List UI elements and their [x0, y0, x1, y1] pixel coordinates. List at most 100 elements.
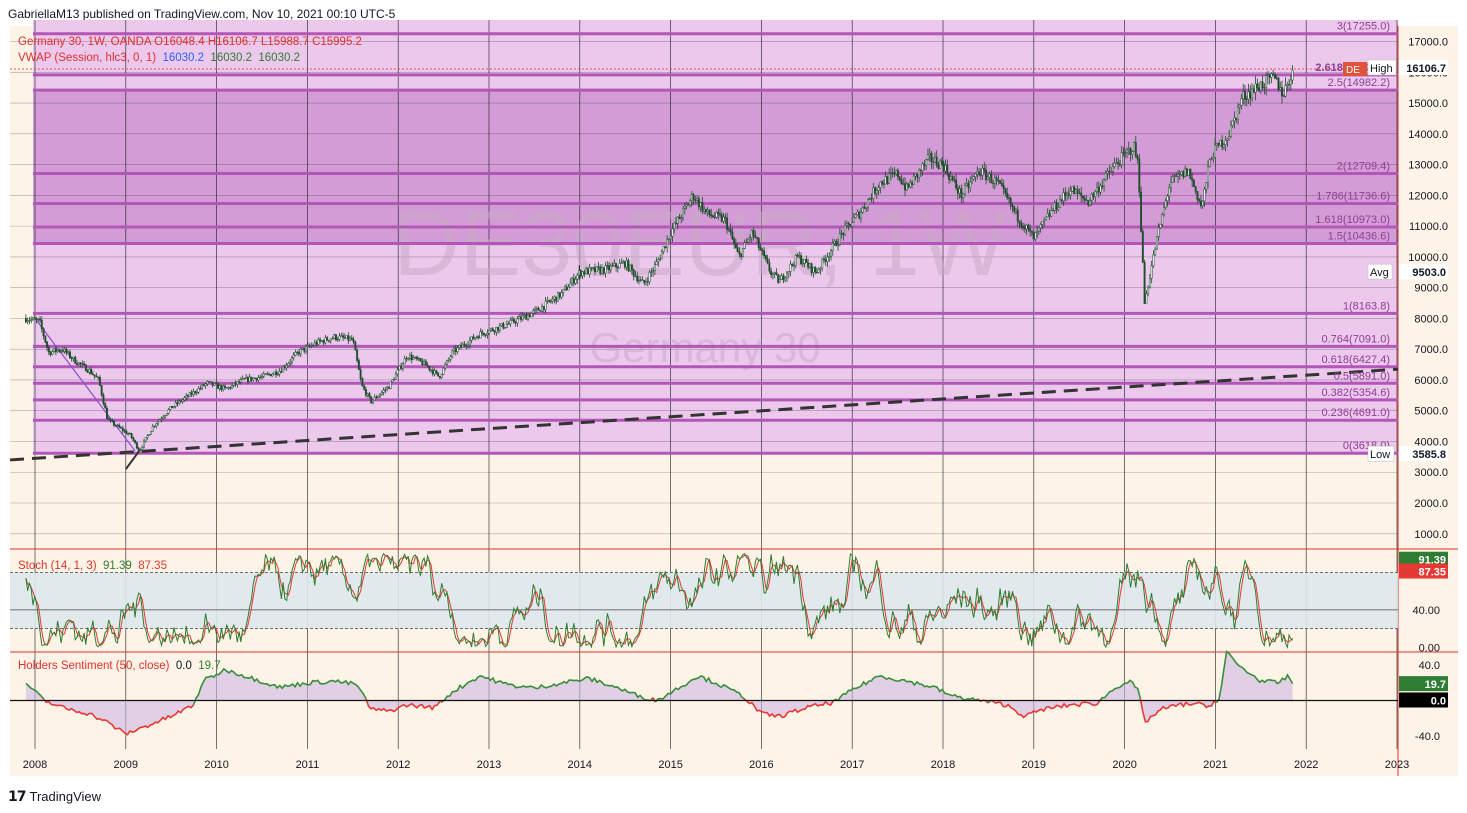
candle-body: [377, 395, 380, 398]
candle-body: [435, 370, 438, 373]
high-tag-value-box: [1399, 60, 1448, 76]
candle: [164, 414, 167, 419]
candle: [659, 254, 662, 262]
fib-band: [33, 226, 1398, 244]
candle-body: [798, 255, 801, 257]
candle: [1173, 173, 1176, 183]
candle: [662, 246, 665, 255]
candle-body: [428, 366, 431, 370]
footer-brand[interactable]: TradingView: [29, 789, 102, 804]
candle: [306, 341, 309, 348]
candle-body: [352, 339, 355, 343]
candle-body: [831, 243, 834, 252]
candle-body: [456, 347, 459, 353]
sentiment-area: [25, 651, 1293, 735]
candle-body: [586, 268, 589, 275]
candle: [978, 168, 980, 177]
candle-body: [132, 437, 135, 441]
candle-body: [412, 357, 415, 360]
candle: [1018, 220, 1021, 229]
candle-body: [111, 420, 114, 422]
candle: [86, 368, 89, 374]
year-tick-label: 2013: [477, 759, 501, 771]
candle-body: [955, 179, 958, 189]
candle-body: [97, 376, 100, 378]
candle-body: [458, 345, 461, 348]
candle: [636, 271, 639, 284]
candle: [849, 224, 852, 227]
candle: [1120, 145, 1123, 169]
candle-body: [1022, 226, 1024, 228]
candle-body: [1089, 200, 1091, 206]
candle: [127, 432, 130, 436]
candle: [1013, 206, 1016, 215]
candle-body: [1198, 199, 1201, 202]
candle-body: [925, 159, 928, 166]
price-tick-label: 3000.0: [1414, 467, 1448, 479]
candle: [268, 372, 270, 376]
candle-body: [438, 375, 441, 378]
candle-body: [1030, 230, 1033, 233]
candle-body: [747, 238, 750, 243]
candle-body: [1083, 197, 1086, 201]
candle-body: [646, 281, 649, 283]
candle-body: [867, 199, 869, 208]
candle: [398, 365, 401, 371]
candle-body: [497, 326, 500, 331]
low-tag-label-box: [1367, 445, 1395, 462]
candle: [777, 273, 780, 285]
candle: [724, 213, 727, 224]
candle: [793, 261, 795, 272]
candle: [747, 237, 750, 244]
candle: [241, 375, 244, 381]
candle: [468, 336, 471, 349]
candle-body: [1168, 187, 1171, 197]
candle: [928, 148, 931, 162]
legend-sentiment: Holders Sentiment (50, close) 0.0 19.7: [18, 660, 221, 672]
candle-body: [350, 337, 353, 340]
candle: [1037, 227, 1040, 236]
candle-body: [581, 271, 584, 277]
candle: [623, 260, 626, 270]
candle-body: [486, 333, 489, 336]
candle-body: [1052, 209, 1054, 212]
candle: [941, 157, 943, 166]
candle-body: [120, 427, 123, 429]
candle-body: [972, 176, 975, 180]
candle: [377, 395, 380, 398]
candle: [999, 179, 1002, 184]
candle-body: [224, 385, 226, 388]
candle-body: [146, 435, 149, 438]
candle-body: [1062, 192, 1065, 202]
candle-body: [1207, 166, 1209, 183]
candle-body: [1258, 87, 1261, 91]
candle: [682, 205, 684, 222]
candle-body: [95, 375, 98, 378]
candle: [1127, 141, 1130, 156]
candle-body: [1090, 193, 1093, 201]
fib-label: 2(12709.4): [1337, 161, 1390, 173]
candle-body: [583, 271, 586, 275]
candle: [488, 329, 491, 336]
candle: [837, 238, 840, 251]
candle-body: [1182, 171, 1185, 177]
candle: [576, 272, 579, 285]
candle: [719, 208, 721, 218]
candle: [1096, 181, 1098, 195]
candle-body: [729, 228, 732, 233]
candle: [819, 266, 822, 275]
candle-body: [292, 354, 295, 358]
candle-body: [1122, 152, 1125, 154]
stoch-d-value: 87.35: [138, 560, 167, 572]
candle: [971, 174, 973, 185]
candle-body: [699, 202, 702, 208]
sentiment-line: [743, 698, 834, 719]
candle-body: [1145, 293, 1148, 304]
candle: [1274, 72, 1276, 80]
candle-body: [888, 173, 891, 184]
candle-body: [1060, 199, 1063, 202]
candle-body: [151, 425, 154, 432]
candle-body: [800, 255, 803, 265]
candle: [215, 381, 218, 385]
